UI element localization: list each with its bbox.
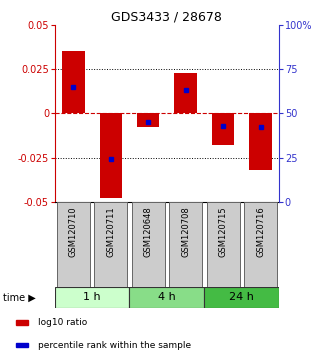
Bar	[207, 202, 239, 287]
Text: GSM120711: GSM120711	[106, 206, 115, 257]
Bar	[129, 287, 204, 308]
Text: time ▶: time ▶	[3, 292, 36, 302]
Bar	[16, 320, 29, 325]
Bar	[204, 287, 279, 308]
Bar	[137, 113, 160, 127]
Bar	[249, 113, 272, 170]
Text: GSM120716: GSM120716	[256, 206, 265, 257]
Text: GSM120715: GSM120715	[219, 206, 228, 257]
Bar	[57, 202, 90, 287]
Text: 4 h: 4 h	[158, 292, 176, 302]
Bar	[55, 287, 129, 308]
Bar	[16, 343, 29, 348]
Text: percentile rank within the sample: percentile rank within the sample	[38, 341, 191, 349]
Text: log10 ratio: log10 ratio	[38, 318, 87, 327]
Bar	[244, 202, 277, 287]
Text: GSM120708: GSM120708	[181, 206, 190, 257]
Bar	[94, 202, 127, 287]
Text: GSM120710: GSM120710	[69, 206, 78, 257]
Bar	[212, 113, 234, 145]
Bar	[62, 51, 84, 113]
Text: 1 h: 1 h	[83, 292, 101, 302]
Text: 24 h: 24 h	[230, 292, 254, 302]
Text: GSM120648: GSM120648	[144, 206, 153, 257]
Title: GDS3433 / 28678: GDS3433 / 28678	[111, 11, 222, 24]
Bar	[174, 73, 197, 113]
Bar	[100, 113, 122, 198]
Bar	[169, 202, 202, 287]
Bar	[132, 202, 165, 287]
